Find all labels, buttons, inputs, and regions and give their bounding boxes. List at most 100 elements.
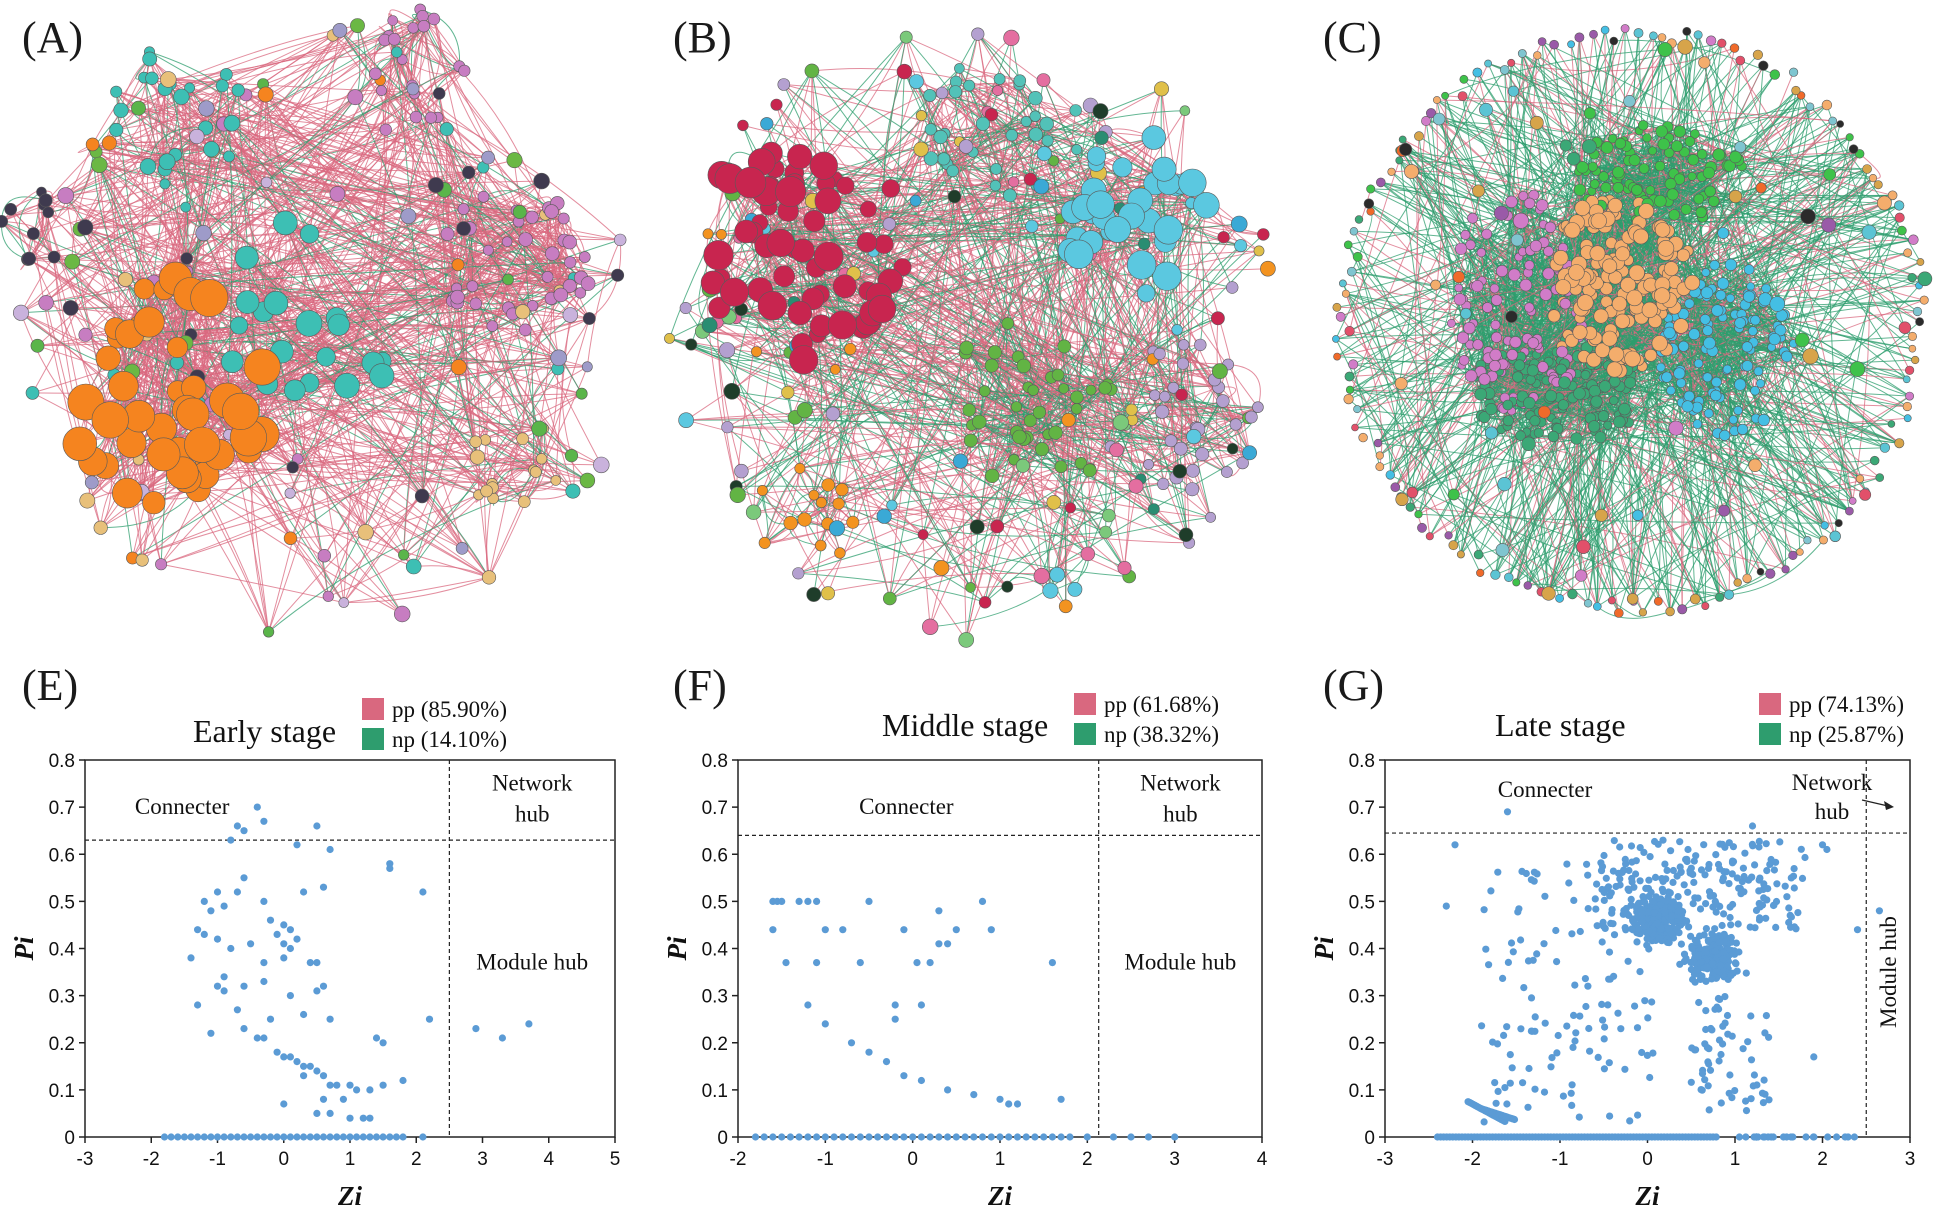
- network-node: [876, 508, 892, 524]
- network-node: [531, 420, 548, 437]
- network-node: [1025, 219, 1039, 233]
- network-edge: [482, 167, 590, 319]
- network-edge: [969, 85, 1076, 111]
- network-node: [757, 291, 788, 321]
- network-node: [815, 496, 828, 509]
- network-node: [987, 345, 1003, 360]
- network-node: [1186, 429, 1202, 445]
- network-node: [316, 347, 336, 367]
- network-edge: [43, 204, 621, 241]
- network-node: [203, 141, 220, 158]
- network-node: [158, 153, 176, 170]
- network-node: [25, 386, 40, 400]
- network-edge: [187, 458, 542, 480]
- network-node: [1126, 250, 1157, 280]
- network-edge: [412, 27, 546, 215]
- network-node: [958, 632, 975, 648]
- network-node: [1173, 441, 1188, 456]
- network-node: [1027, 384, 1039, 396]
- network-node: [30, 338, 45, 353]
- network-edge: [164, 18, 435, 90]
- network-edge: [223, 123, 509, 280]
- network-node: [1217, 231, 1230, 244]
- network-node: [1065, 502, 1077, 514]
- network-node: [1042, 582, 1059, 599]
- network-edge: [85, 189, 445, 228]
- network-node: [720, 277, 749, 307]
- network-node: [946, 164, 959, 178]
- network-node: [480, 484, 493, 498]
- network-node: [1086, 190, 1115, 219]
- network-node: [1098, 381, 1112, 395]
- network-node: [529, 466, 542, 478]
- network-node: [792, 567, 805, 580]
- network-node: [797, 512, 812, 527]
- network-edge: [435, 184, 590, 319]
- network-node: [1153, 215, 1183, 245]
- network-node: [1092, 103, 1109, 120]
- network-node: [42, 206, 55, 219]
- network-node: [1252, 401, 1264, 414]
- network-edge: [325, 184, 437, 358]
- network-node: [756, 484, 768, 496]
- network-node: [1211, 311, 1225, 326]
- network-edge: [832, 413, 893, 506]
- network-node: [379, 123, 392, 136]
- network-node: [1230, 215, 1248, 233]
- network-edge: [167, 79, 189, 272]
- network-node: [1154, 81, 1170, 97]
- network-node: [574, 287, 587, 299]
- network-node: [544, 204, 559, 219]
- network-node: [0, 215, 8, 228]
- network-node: [734, 463, 749, 479]
- network-node: [984, 468, 1000, 483]
- network-node: [962, 403, 976, 417]
- network-node: [133, 306, 165, 338]
- network-node: [235, 290, 260, 314]
- network-node: [327, 313, 350, 336]
- network-edge: [357, 25, 465, 229]
- network-node: [545, 246, 560, 261]
- network-node: [1159, 390, 1171, 403]
- network-node: [575, 387, 588, 400]
- network-node: [369, 67, 382, 80]
- network-edge: [297, 329, 526, 460]
- network-edge: [186, 218, 564, 259]
- network-edge: [221, 85, 345, 603]
- network-node: [813, 241, 844, 272]
- network-node: [990, 519, 1005, 534]
- network-edge: [149, 51, 560, 291]
- network-node: [458, 64, 471, 77]
- network-edge: [109, 142, 520, 213]
- network-node: [1205, 511, 1216, 523]
- network-edge: [268, 26, 425, 633]
- network-node: [565, 483, 581, 499]
- network-node: [110, 85, 123, 98]
- network-node: [963, 433, 978, 448]
- network-node: [965, 582, 976, 593]
- network-node: [1117, 560, 1132, 575]
- network-node: [108, 371, 139, 402]
- network-edge: [116, 114, 386, 131]
- network-node: [160, 71, 177, 88]
- network-node: [1032, 405, 1047, 419]
- network-node: [263, 626, 275, 638]
- network-edge: [336, 9, 421, 319]
- network-node: [827, 310, 857, 340]
- network-node: [407, 22, 419, 34]
- network-edge: [120, 74, 227, 112]
- network-node: [992, 85, 1003, 96]
- network-node: [109, 122, 124, 137]
- network-node: [1102, 508, 1116, 523]
- network-node: [679, 301, 692, 314]
- network-edge: [37, 88, 414, 347]
- network-node: [971, 27, 985, 41]
- network-node: [846, 515, 860, 529]
- network-node: [1016, 358, 1031, 374]
- network-node: [1194, 338, 1207, 352]
- network-node: [896, 63, 913, 80]
- network-node: [719, 342, 736, 359]
- network-node: [825, 406, 841, 421]
- network-node: [502, 273, 514, 286]
